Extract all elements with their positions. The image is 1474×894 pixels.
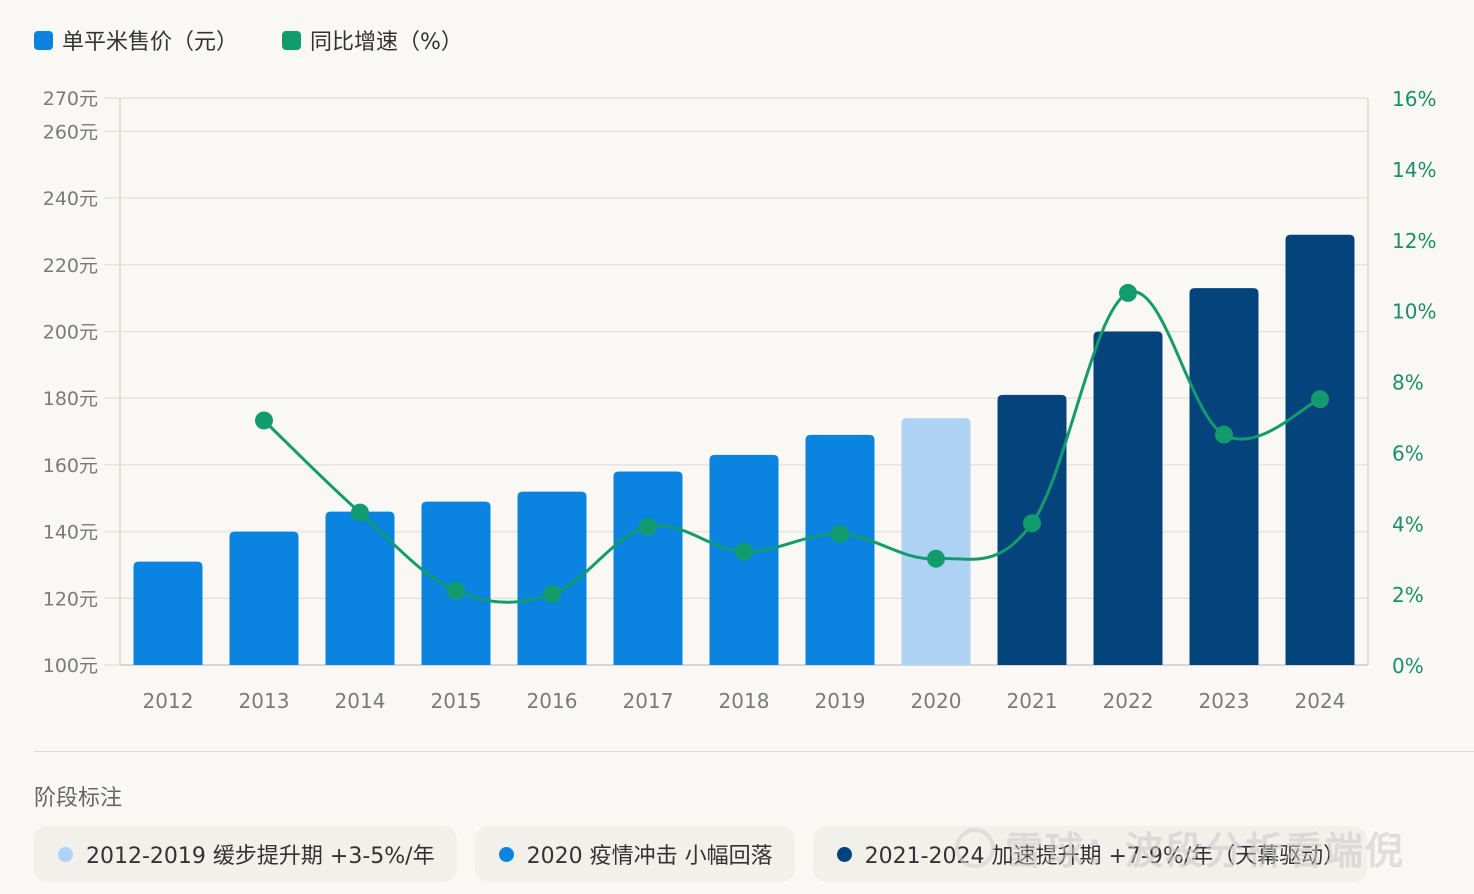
phase-chip-label: 2021-2024 加速提升期 +7-9%/年（天幕驱动）	[864, 844, 1346, 869]
right-tick-label: 4%	[1392, 512, 1424, 536]
bar-2017	[613, 471, 683, 665]
bar-2012	[133, 561, 203, 665]
growth-point-2023	[1215, 425, 1233, 444]
left-axis-labels: 100元 120元 140元 160元 180元 200元 220元 240元 260元 270元	[43, 88, 98, 677]
growth-point-2013	[255, 411, 273, 430]
right-tick-label: 12%	[1392, 229, 1436, 253]
x-tick-label: 2015	[431, 689, 482, 713]
bar-2022	[1093, 331, 1163, 665]
left-tick-label: 270元	[43, 88, 98, 110]
left-tick-label: 220元	[43, 255, 98, 277]
left-tick-label: 180元	[43, 388, 98, 410]
growth-point-2019	[831, 524, 849, 543]
left-tick-label: 240元	[43, 188, 98, 210]
right-tick-label: 14%	[1392, 158, 1436, 182]
legend-growth-swatch-icon	[282, 30, 302, 50]
growth-point-2020	[927, 549, 945, 568]
left-tick-label: 260元	[43, 121, 98, 143]
growth-point-2022	[1119, 283, 1137, 302]
bar-2016	[517, 491, 587, 665]
phase-chip-2020: 2020 疫情冲击 小幅回落	[474, 826, 795, 882]
legend-price-label: 单平米售价（元）	[62, 30, 239, 55]
right-tick-label: 16%	[1392, 87, 1436, 111]
x-tick-label: 2020	[911, 689, 962, 713]
phase-dot-icon	[836, 846, 852, 862]
growth-point-2024	[1311, 390, 1329, 409]
left-tick-label: 120元	[43, 588, 98, 610]
growth-line	[255, 283, 1329, 604]
bar-2020	[901, 418, 971, 665]
right-tick-label: 6%	[1392, 441, 1424, 465]
legend-item-growth[interactable]: 同比增速（%）	[282, 24, 463, 56]
x-tick-label: 2024	[1295, 689, 1346, 713]
phase-dot-icon	[58, 846, 73, 862]
x-tick-label: 2018	[719, 689, 770, 713]
x-tick-label: 2014	[335, 689, 386, 713]
growth-point-2014	[351, 503, 369, 522]
right-axis-labels: 0% 2% 4% 6% 8% 10% 12% 14% 16%	[1392, 87, 1436, 678]
bar-2013	[229, 531, 299, 665]
left-tick-label: 140元	[43, 522, 98, 544]
x-axis-labels: 2012 2013 2014 2015 2016 2017 2018 2019 2020 2021…	[143, 689, 1346, 713]
phase-chip-2012-2019: 2012-2019 缓步提升期 +3-5%/年	[34, 826, 457, 882]
phase-section-title: 阶段标注	[34, 786, 123, 811]
phase-dot-icon	[498, 846, 514, 862]
section-divider	[34, 751, 1474, 752]
phase-chips: 2012-2019 缓步提升期 +3-5%/年 2020 疫情冲击 小幅回落 2…	[34, 826, 1385, 882]
right-tick-label: 2%	[1392, 583, 1424, 607]
growth-point-2016	[543, 585, 561, 604]
phase-chip-label: 2020 疫情冲击 小幅回落	[526, 844, 773, 869]
x-tick-label: 2022	[1103, 689, 1154, 713]
x-tick-label: 2012	[143, 689, 194, 713]
combo-chart: 100元 120元 140元 160元 180元 200元 220元 240元 260元 270元…	[43, 87, 1437, 713]
growth-point-2021	[1023, 514, 1041, 533]
phase-chip-2021-2024: 2021-2024 加速提升期 +7-9%/年（天幕驱动）	[812, 826, 1368, 882]
left-tick-label: 160元	[43, 455, 98, 477]
phase-chip-label: 2012-2019 缓步提升期 +3-5%/年	[86, 844, 435, 869]
x-tick-label: 2019	[815, 689, 866, 713]
x-tick-label: 2021	[1007, 689, 1058, 713]
left-tick-label: 200元	[43, 321, 98, 343]
legend-price-swatch-icon	[34, 30, 53, 50]
bar-2019	[805, 434, 875, 665]
bar-2024	[1285, 234, 1355, 665]
legend-growth-label: 同比增速（%）	[310, 30, 463, 55]
growth-point-2017	[639, 517, 657, 536]
x-tick-label: 2017	[623, 689, 674, 713]
right-tick-label: 10%	[1392, 300, 1436, 324]
left-tick-label: 100元	[43, 655, 98, 677]
growth-point-2015	[447, 581, 465, 600]
price-bars	[133, 234, 1355, 665]
bar-2023	[1189, 288, 1259, 665]
growth-point-2018	[735, 542, 753, 561]
chart-legend: 单平米售价（元） 同比增速（%）	[34, 24, 507, 56]
legend-item-price[interactable]: 单平米售价（元）	[34, 24, 238, 56]
right-tick-label: 8%	[1392, 371, 1424, 395]
x-tick-label: 2013	[239, 689, 290, 713]
right-tick-label: 0%	[1392, 654, 1424, 678]
x-tick-label: 2023	[1199, 689, 1250, 713]
bar-2014	[325, 511, 395, 665]
x-tick-label: 2016	[527, 689, 578, 713]
